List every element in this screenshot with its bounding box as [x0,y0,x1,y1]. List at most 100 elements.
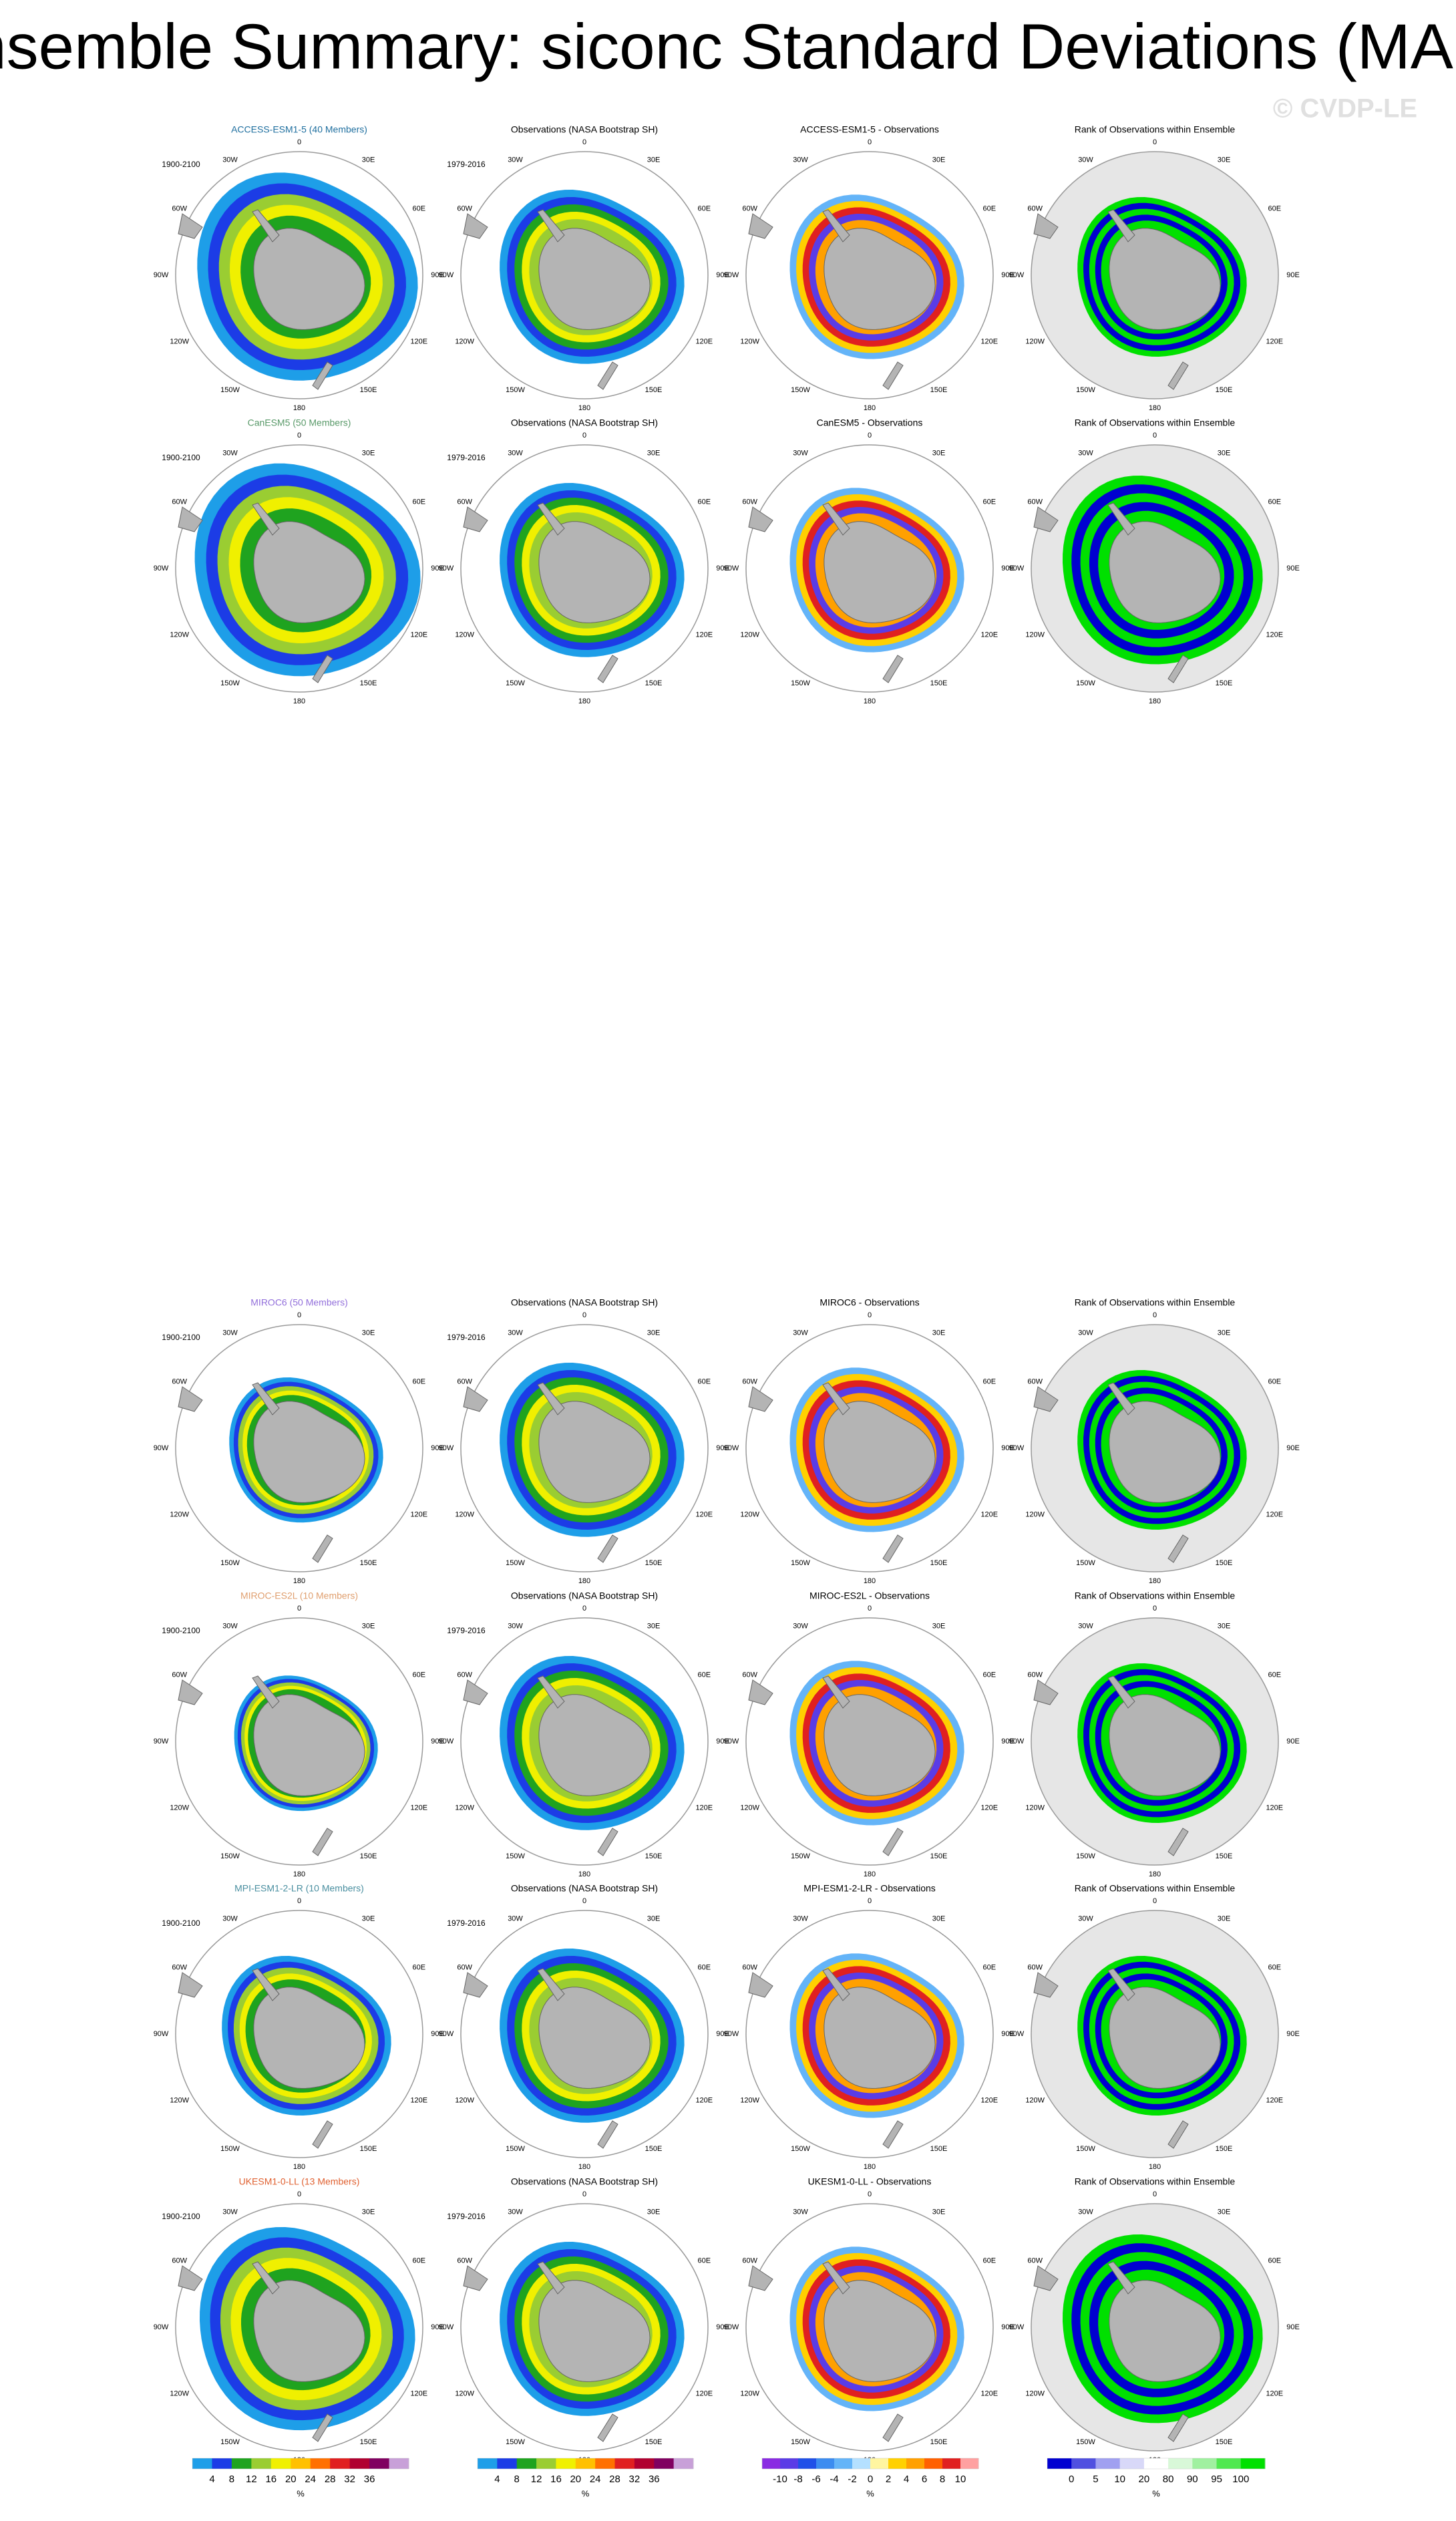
antarctica [1109,228,1221,330]
antarctica [538,1401,651,1503]
south-america [463,2265,488,2291]
south-america [178,1679,203,1705]
map-panel: CanESM5 (50 Members) 1900-2100 0 30E 60E 90E 1… [154,417,444,705]
new-zealand [597,655,618,683]
longitude-label: 150W [1076,2438,1095,2446]
colorbar-swatch [924,2458,943,2469]
longitude-label: 150W [506,386,525,394]
longitude-label: 30E [932,450,946,458]
longitude-label: 0 [582,1605,586,1613]
antarctica [824,1401,936,1503]
longitude-label: 60E [983,1963,996,1971]
longitude-label: 120E [410,1804,427,1812]
map-panel: Observations (NASA Bootstrap SH) 1979-201… [439,1297,729,1585]
new-zealand [597,361,618,390]
longitude-label: 120E [980,631,998,639]
antarctica [1109,2280,1221,2382]
period-label: 1900-2100 [162,453,200,462]
longitude-label: 30W [793,156,808,164]
longitude-label: 30W [793,2208,808,2216]
longitude-label: 90E [1286,2323,1300,2331]
longitude-label: 90E [1001,564,1015,572]
colorbar-swatch [516,2458,537,2469]
antarctica [538,228,651,330]
longitude-label: 0 [297,1311,301,1319]
longitude-label: 120W [740,1510,759,1518]
longitude-label: 30E [1218,156,1231,164]
longitude-label: 150E [1216,1559,1233,1567]
map-panel: Rank of Observations within Ensemble 0 30E… [1009,417,1300,705]
longitude-label: 180 [293,697,305,705]
panel-title: CanESM5 (50 Members) [248,417,351,428]
longitude-label: 150E [645,679,663,687]
watermark: © CVDP-LE [1273,94,1417,124]
period-label: 1979-2016 [447,1918,486,1928]
longitude-label: 180 [293,1870,305,1878]
colorbar-swatch [478,2458,498,2469]
colorbar: 4 8 12 16 20 24 28 32 36% [477,2458,694,2498]
longitude-label: 180 [1149,697,1161,705]
peninsula [252,2261,280,2295]
map-panel: CanESM5 - Observations 0 30E 60E 90E 120E 150E… [724,417,1015,705]
antarctica [1109,1401,1221,1503]
new-zealand [1167,361,1189,390]
longitude-label: 30W [793,1623,808,1631]
longitude-label: 150W [506,2438,525,2446]
peninsula [822,502,850,536]
longitude-label: 30W [222,1623,238,1631]
antarctica [538,521,651,623]
new-zealand [882,655,904,683]
longitude-label: 180 [1149,1577,1161,1585]
peninsula [537,209,565,242]
longitude-label: 180 [578,1577,590,1585]
south-america [463,1386,488,1412]
colorbar-swatch [536,2458,556,2469]
colorbar-tick-label: 10 [955,2474,966,2485]
south-america [1033,213,1059,239]
colorbar-tick-label: 6 [922,2474,927,2485]
colorbar-tick-label: 4 [209,2474,214,2485]
panel-title: Observations (NASA Bootstrap SH) [511,417,658,428]
longitude-label: 150W [1076,386,1095,394]
longitude-label: 30W [793,450,808,458]
longitude-label: 90W [154,1444,169,1452]
longitude-label: 180 [864,1577,876,1585]
south-america [748,213,773,239]
colorbar-swatch [251,2458,272,2469]
peninsula [537,1968,565,2001]
longitude-label: 120W [1025,337,1045,345]
longitude-label: 120W [740,2096,759,2104]
colorbar-swatch [888,2458,907,2469]
longitude-label: 120E [1266,1804,1283,1812]
longitude-label: 150W [506,679,525,687]
longitude-label: 120W [740,2389,759,2397]
longitude-label: 60W [172,1963,187,1971]
colorbar-swatch [673,2458,694,2469]
south-america [1033,1972,1059,1998]
colorbar-swatch [595,2458,616,2469]
longitude-label: 60W [742,1377,757,1385]
colorbar-tick-label: 36 [649,2474,660,2485]
longitude-label: 150W [220,1559,240,1567]
longitude-label: 30E [362,1623,375,1631]
longitude-label: 90W [154,564,169,572]
longitude-label: 0 [297,432,301,440]
colorbar-tick-label: -8 [793,2474,802,2485]
longitude-label: 120W [170,1804,189,1812]
longitude-label: 120W [1025,1804,1045,1812]
colorbar-swatch [389,2458,409,2469]
longitude-label: 30E [932,156,946,164]
longitude-label: 90E [1001,271,1015,279]
longitude-label: 150W [1076,1559,1095,1567]
longitude-label: 150E [360,2438,377,2446]
longitude-label: 90E [716,564,729,572]
longitude-label: 60W [742,1963,757,1971]
longitude-label: 30W [1078,1329,1093,1337]
new-zealand [597,2120,618,2149]
longitude-label: 120W [455,631,474,639]
south-america [748,1386,773,1412]
colorbar: 4 8 12 16 20 24 28 32 36% [192,2458,409,2498]
south-america [1033,506,1059,532]
longitude-label: 90W [724,1737,739,1745]
colorbar-swatch [212,2458,232,2469]
